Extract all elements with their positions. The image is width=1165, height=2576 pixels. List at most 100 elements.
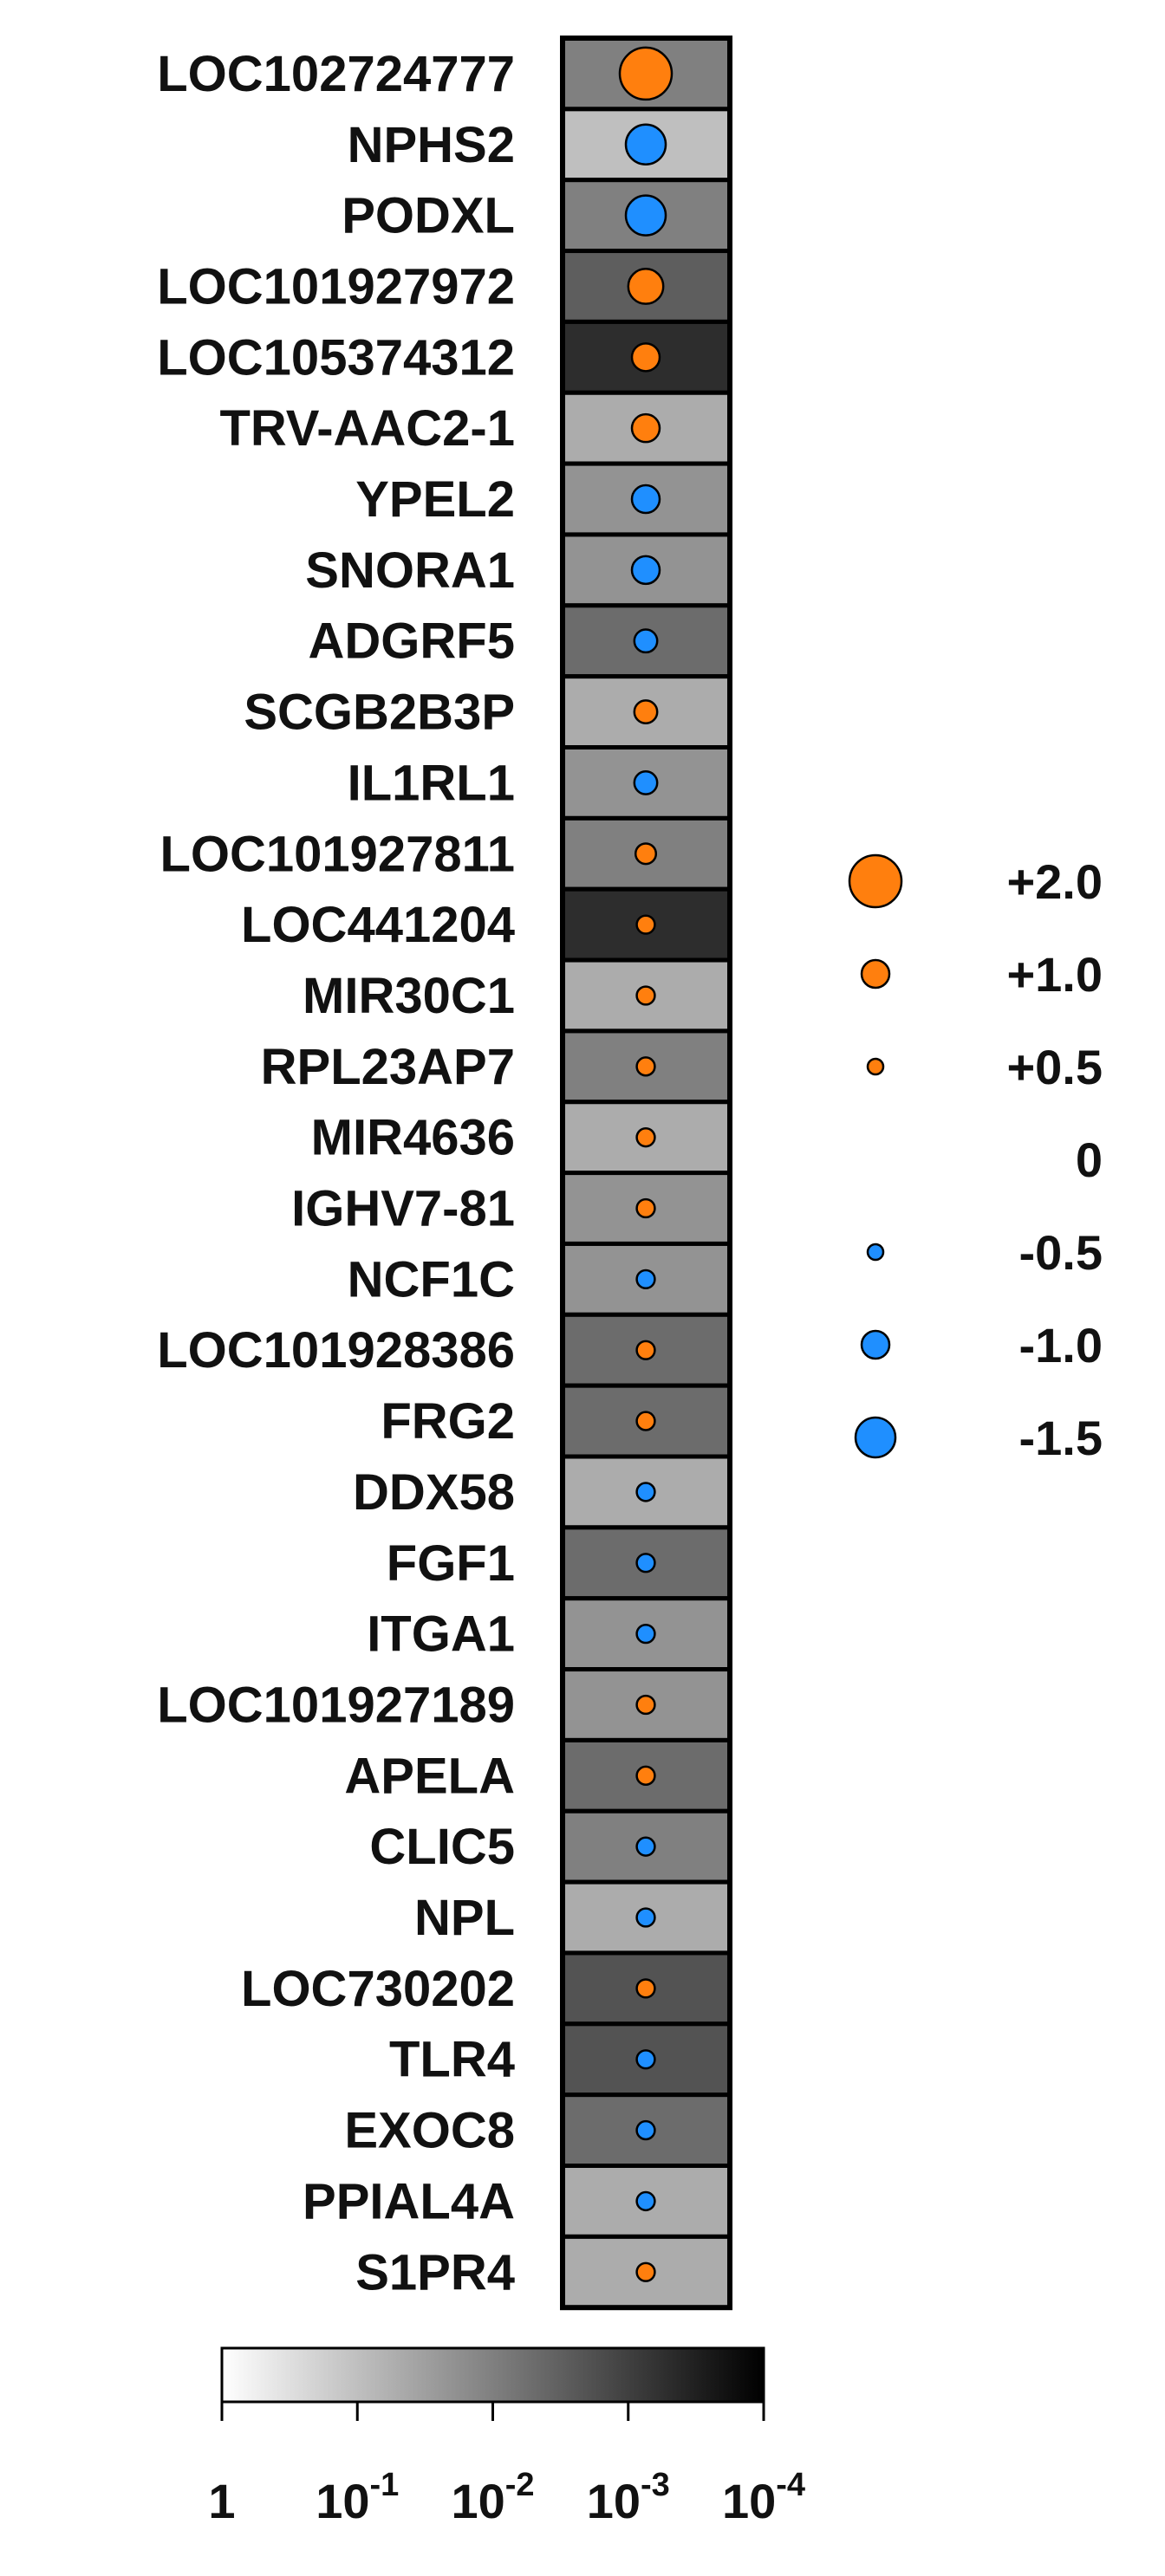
gene-row: RPL23AP7 (261, 1028, 732, 1105)
gene-row: YPEL2 (355, 461, 732, 537)
size-legend-label: -0.5 (1019, 1225, 1103, 1280)
fold-change-dot (635, 985, 656, 1006)
fold-change-dot (635, 1623, 656, 1645)
gene-row: MIR30C1 (303, 957, 732, 1034)
gene-row: DDX58 (353, 1454, 732, 1530)
gene-label: PPIAL4A (303, 2173, 515, 2229)
fold-change-dot (624, 123, 667, 166)
fold-change-dot (635, 1340, 656, 1360)
fold-change-dot (635, 1482, 656, 1502)
gene-row: ADGRF5 (309, 603, 732, 679)
gene-label: PODXL (342, 188, 515, 244)
gene-label: LOC101928386 (157, 1322, 515, 1379)
gene-row: FGF1 (387, 1525, 732, 1601)
color-scale-tick-label: 10-1 (316, 2467, 399, 2528)
gene-row: IL1RL1 (348, 745, 732, 821)
gene-label: S1PR4 (355, 2244, 515, 2300)
fold-change-dot (635, 2119, 656, 2141)
gene-row: TLR4 (389, 2021, 732, 2098)
gene-row: LOC101927189 (157, 1667, 732, 1742)
gene-label: DDX58 (353, 1464, 515, 1521)
gene-row: MIR4636 (311, 1100, 732, 1176)
gene-row: NCF1C (348, 1241, 732, 1317)
fold-change-dot (618, 46, 674, 101)
color-scale-tick-label: 10-4 (722, 2467, 805, 2528)
fold-change-dot (635, 1197, 656, 1219)
gene-label: SNORA1 (305, 542, 515, 599)
size-legend-item: +0.5 (866, 1040, 1103, 1094)
gene-row: ITGA1 (367, 1596, 732, 1672)
gene-label: NPL (414, 1890, 515, 1946)
gene-row: EXOC8 (344, 2093, 732, 2168)
gene-label: SCGB2B3P (244, 685, 515, 741)
size-legend-dot (866, 1057, 885, 1076)
gene-label: CLIC5 (369, 1819, 515, 1875)
gene-row: IGHV7-81 (291, 1171, 732, 1246)
color-scale-tick-label: 1 (208, 2474, 235, 2528)
fold-change-dot (635, 1056, 656, 1077)
fold-change-dot (635, 1269, 656, 1290)
gene-label: NCF1C (348, 1251, 515, 1307)
gene-row: APELA (344, 1737, 732, 1814)
size-legend-item: 0 (1076, 1132, 1103, 1187)
gene-label: IGHV7-81 (291, 1181, 515, 1237)
size-legend-dot (860, 958, 891, 990)
gene-row: LOC105374312 (157, 319, 732, 395)
gene-row: LOC101928386 (157, 1312, 732, 1388)
color-scale-legend: 1 10-1 10-2 10-3 10-4 (208, 2346, 805, 2528)
gene-label: LOC102724777 (157, 46, 515, 102)
pvalue-cell (560, 957, 732, 1034)
gene-label: RPL23AP7 (261, 1039, 515, 1095)
gene-row: NPL (414, 1879, 732, 1956)
gene-label: YPEL2 (355, 471, 515, 528)
fold-change-dot (630, 483, 661, 515)
size-legend-item: -1.0 (860, 1318, 1103, 1372)
size-legend-label: +1.0 (1006, 947, 1103, 1002)
gene-row: LOC101927811 (159, 815, 732, 892)
size-legend-label: -1.5 (1019, 1411, 1103, 1465)
gene-row: NPHS2 (348, 107, 732, 183)
fold-change-dot (630, 342, 661, 373)
gene-label: LOC730202 (241, 1961, 515, 2017)
gene-row: PODXL (342, 178, 732, 254)
gene-label: FRG2 (381, 1393, 515, 1450)
color-scale-tick-label: 10-3 (587, 2467, 670, 2528)
fold-change-dot (635, 1836, 656, 1857)
gene-row: TRV-AAC2-1 (219, 390, 732, 466)
size-legend-dot (866, 1243, 885, 1262)
size-legend-dot (860, 1329, 891, 1360)
fold-change-dot (633, 628, 659, 654)
fold-change-dot (635, 1411, 656, 1431)
fold-change-dot (633, 769, 659, 795)
gene-row: CLIC5 (369, 1808, 732, 1885)
gene-rows: LOC102724777 NPHS2 PODXL LOC101927972 LOC105… (157, 36, 732, 2311)
gene-label: FGF1 (387, 1535, 515, 1592)
size-legend-dot (854, 1416, 897, 1459)
gene-label: EXOC8 (344, 2103, 515, 2159)
fold-change-dot (635, 2190, 656, 2212)
gene-row: LOC102724777 (157, 36, 732, 112)
gene-label: LOC441204 (241, 897, 515, 953)
size-legend-item: -0.5 (866, 1225, 1103, 1280)
fold-change-dot (635, 1694, 656, 1716)
fold-change-dot (630, 555, 661, 586)
gene-label: TLR4 (389, 2032, 515, 2088)
gene-row: PPIAL4A (303, 2164, 732, 2239)
pvalue-cell (560, 1525, 732, 1601)
heatmap-frame (560, 36, 732, 2311)
gene-label: MIR4636 (311, 1110, 515, 1166)
fold-change-dot (624, 194, 667, 237)
size-legend-label: +2.0 (1006, 854, 1103, 909)
gene-label: LOC101927189 (157, 1677, 515, 1733)
gene-label: APELA (344, 1748, 515, 1804)
fold-change-dot (635, 1553, 656, 1574)
gene-row: FRG2 (381, 1383, 732, 1459)
fold-change-dot (630, 412, 661, 444)
size-legend-item: +1.0 (860, 947, 1103, 1002)
gene-row: S1PR4 (355, 2234, 732, 2310)
gene-label: TRV-AAC2-1 (219, 400, 515, 457)
gene-label: LOC101927811 (159, 826, 515, 882)
gene-label: ITGA1 (367, 1606, 515, 1663)
gene-label: MIR30C1 (303, 968, 515, 1024)
